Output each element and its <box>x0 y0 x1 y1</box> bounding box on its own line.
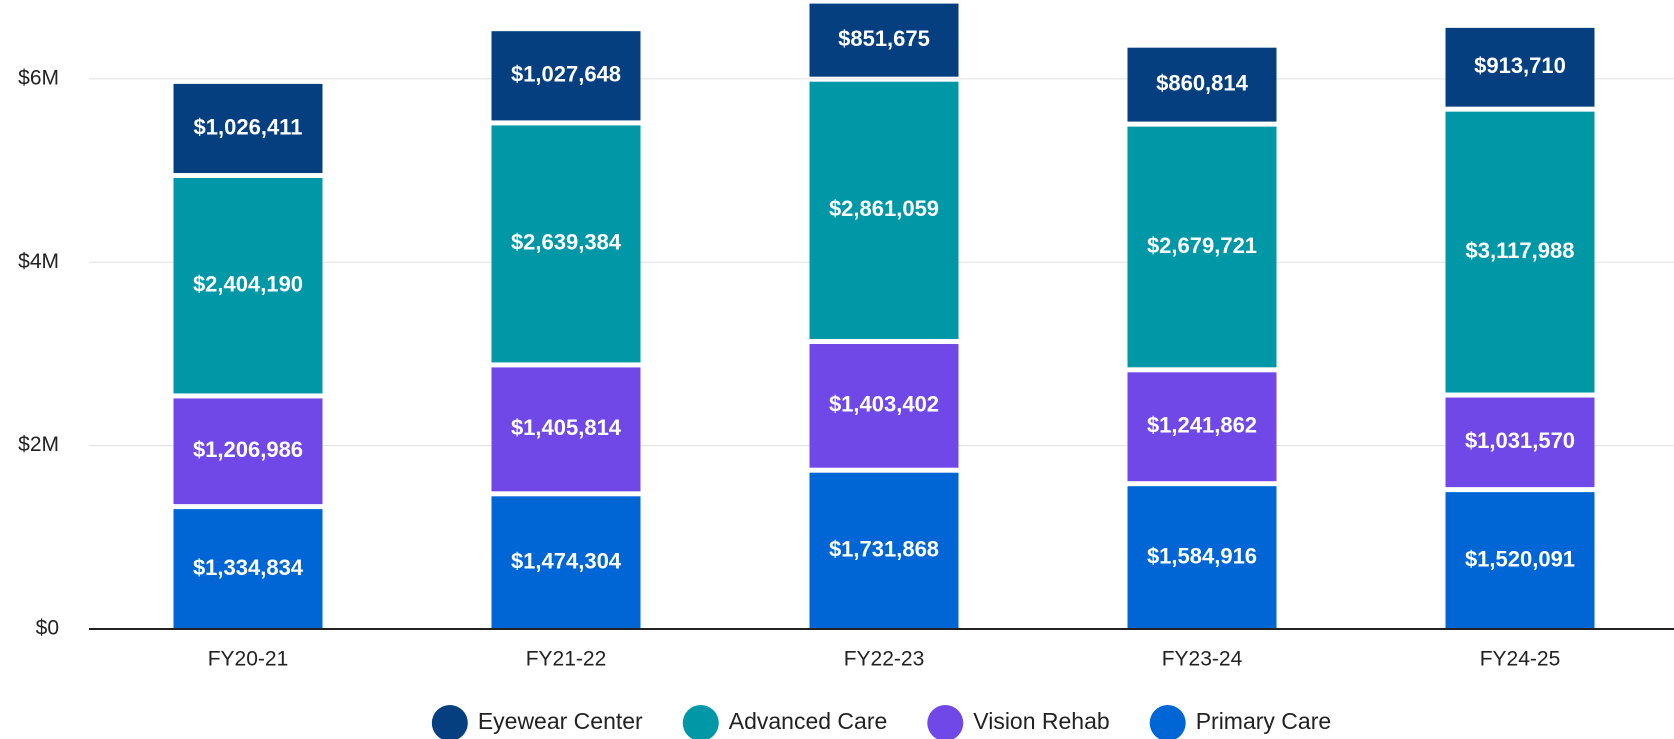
legend-swatch <box>682 705 719 739</box>
bar-segment <box>173 83 323 173</box>
bar-segment <box>491 31 641 121</box>
x-tick-label: FY21-22 <box>526 648 607 671</box>
x-tick-label: FY23-24 <box>1162 648 1243 671</box>
bar-segment <box>1445 397 1595 488</box>
x-tick-label: FY22-23 <box>844 648 925 671</box>
data-label: $1,403,402 <box>829 392 939 417</box>
legend-swatch <box>927 705 964 739</box>
legend-swatch <box>1149 705 1186 739</box>
y-tick-label: $4M <box>18 250 59 273</box>
bar-segment <box>491 125 641 363</box>
legend-item: Eyewear Center <box>431 705 643 739</box>
data-label: $1,474,304 <box>511 548 622 573</box>
legend-label: Advanced Care <box>729 708 888 734</box>
data-label: $1,027,648 <box>511 62 621 87</box>
data-label: $2,639,384 <box>511 230 622 255</box>
data-label: $860,814 <box>1156 70 1249 95</box>
data-label: $1,241,862 <box>1147 413 1257 438</box>
legend-item: Primary Care <box>1149 705 1331 739</box>
x-tick-label: FY24-25 <box>1480 648 1561 671</box>
bar-segment <box>1445 27 1595 107</box>
bar-segment <box>491 496 641 629</box>
bar-segment <box>173 398 323 505</box>
bar-segment <box>809 3 959 77</box>
bar-segment <box>1127 126 1277 368</box>
legend-label: Vision Rehab <box>973 708 1109 734</box>
x-tick-label: FY20-21 <box>208 648 289 671</box>
legend-label: Primary Care <box>1196 708 1331 734</box>
data-label: $2,679,721 <box>1147 233 1257 258</box>
bar-segment <box>809 344 959 468</box>
data-label: $2,404,190 <box>193 272 303 297</box>
y-tick-label: $0 <box>36 617 59 640</box>
bar-segment <box>1445 492 1595 629</box>
data-label: $1,031,570 <box>1465 428 1575 453</box>
legend-label: Eyewear Center <box>478 708 643 734</box>
bar-segment <box>809 472 959 629</box>
bar-segment <box>809 81 959 340</box>
data-label: $851,675 <box>838 26 930 51</box>
bar-segment <box>173 509 323 629</box>
data-label: $1,206,986 <box>193 437 303 462</box>
legend-item: Advanced Care <box>682 705 888 739</box>
data-label: $1,405,814 <box>511 415 622 440</box>
data-label: $1,334,834 <box>193 555 304 580</box>
y-tick-label: $2M <box>18 433 59 456</box>
bar-segment <box>491 367 641 492</box>
bar-segment <box>1445 111 1595 393</box>
legend-swatch <box>431 705 468 739</box>
bar-segment <box>1127 47 1277 122</box>
y-tick-label: $6M <box>18 66 59 89</box>
data-label: $913,710 <box>1474 53 1566 78</box>
data-label: $3,117,988 <box>1466 238 1575 263</box>
data-label: $1,584,916 <box>1147 543 1257 568</box>
data-label: $2,861,059 <box>829 196 939 221</box>
legend-item: Vision Rehab <box>927 705 1110 739</box>
bar-segment <box>1127 372 1277 482</box>
data-label: $1,520,091 <box>1465 546 1575 571</box>
data-label: $1,026,411 <box>194 114 303 139</box>
bar-segment <box>173 177 323 394</box>
data-label: $1,731,868 <box>829 537 939 562</box>
bar-segment <box>1127 486 1277 629</box>
